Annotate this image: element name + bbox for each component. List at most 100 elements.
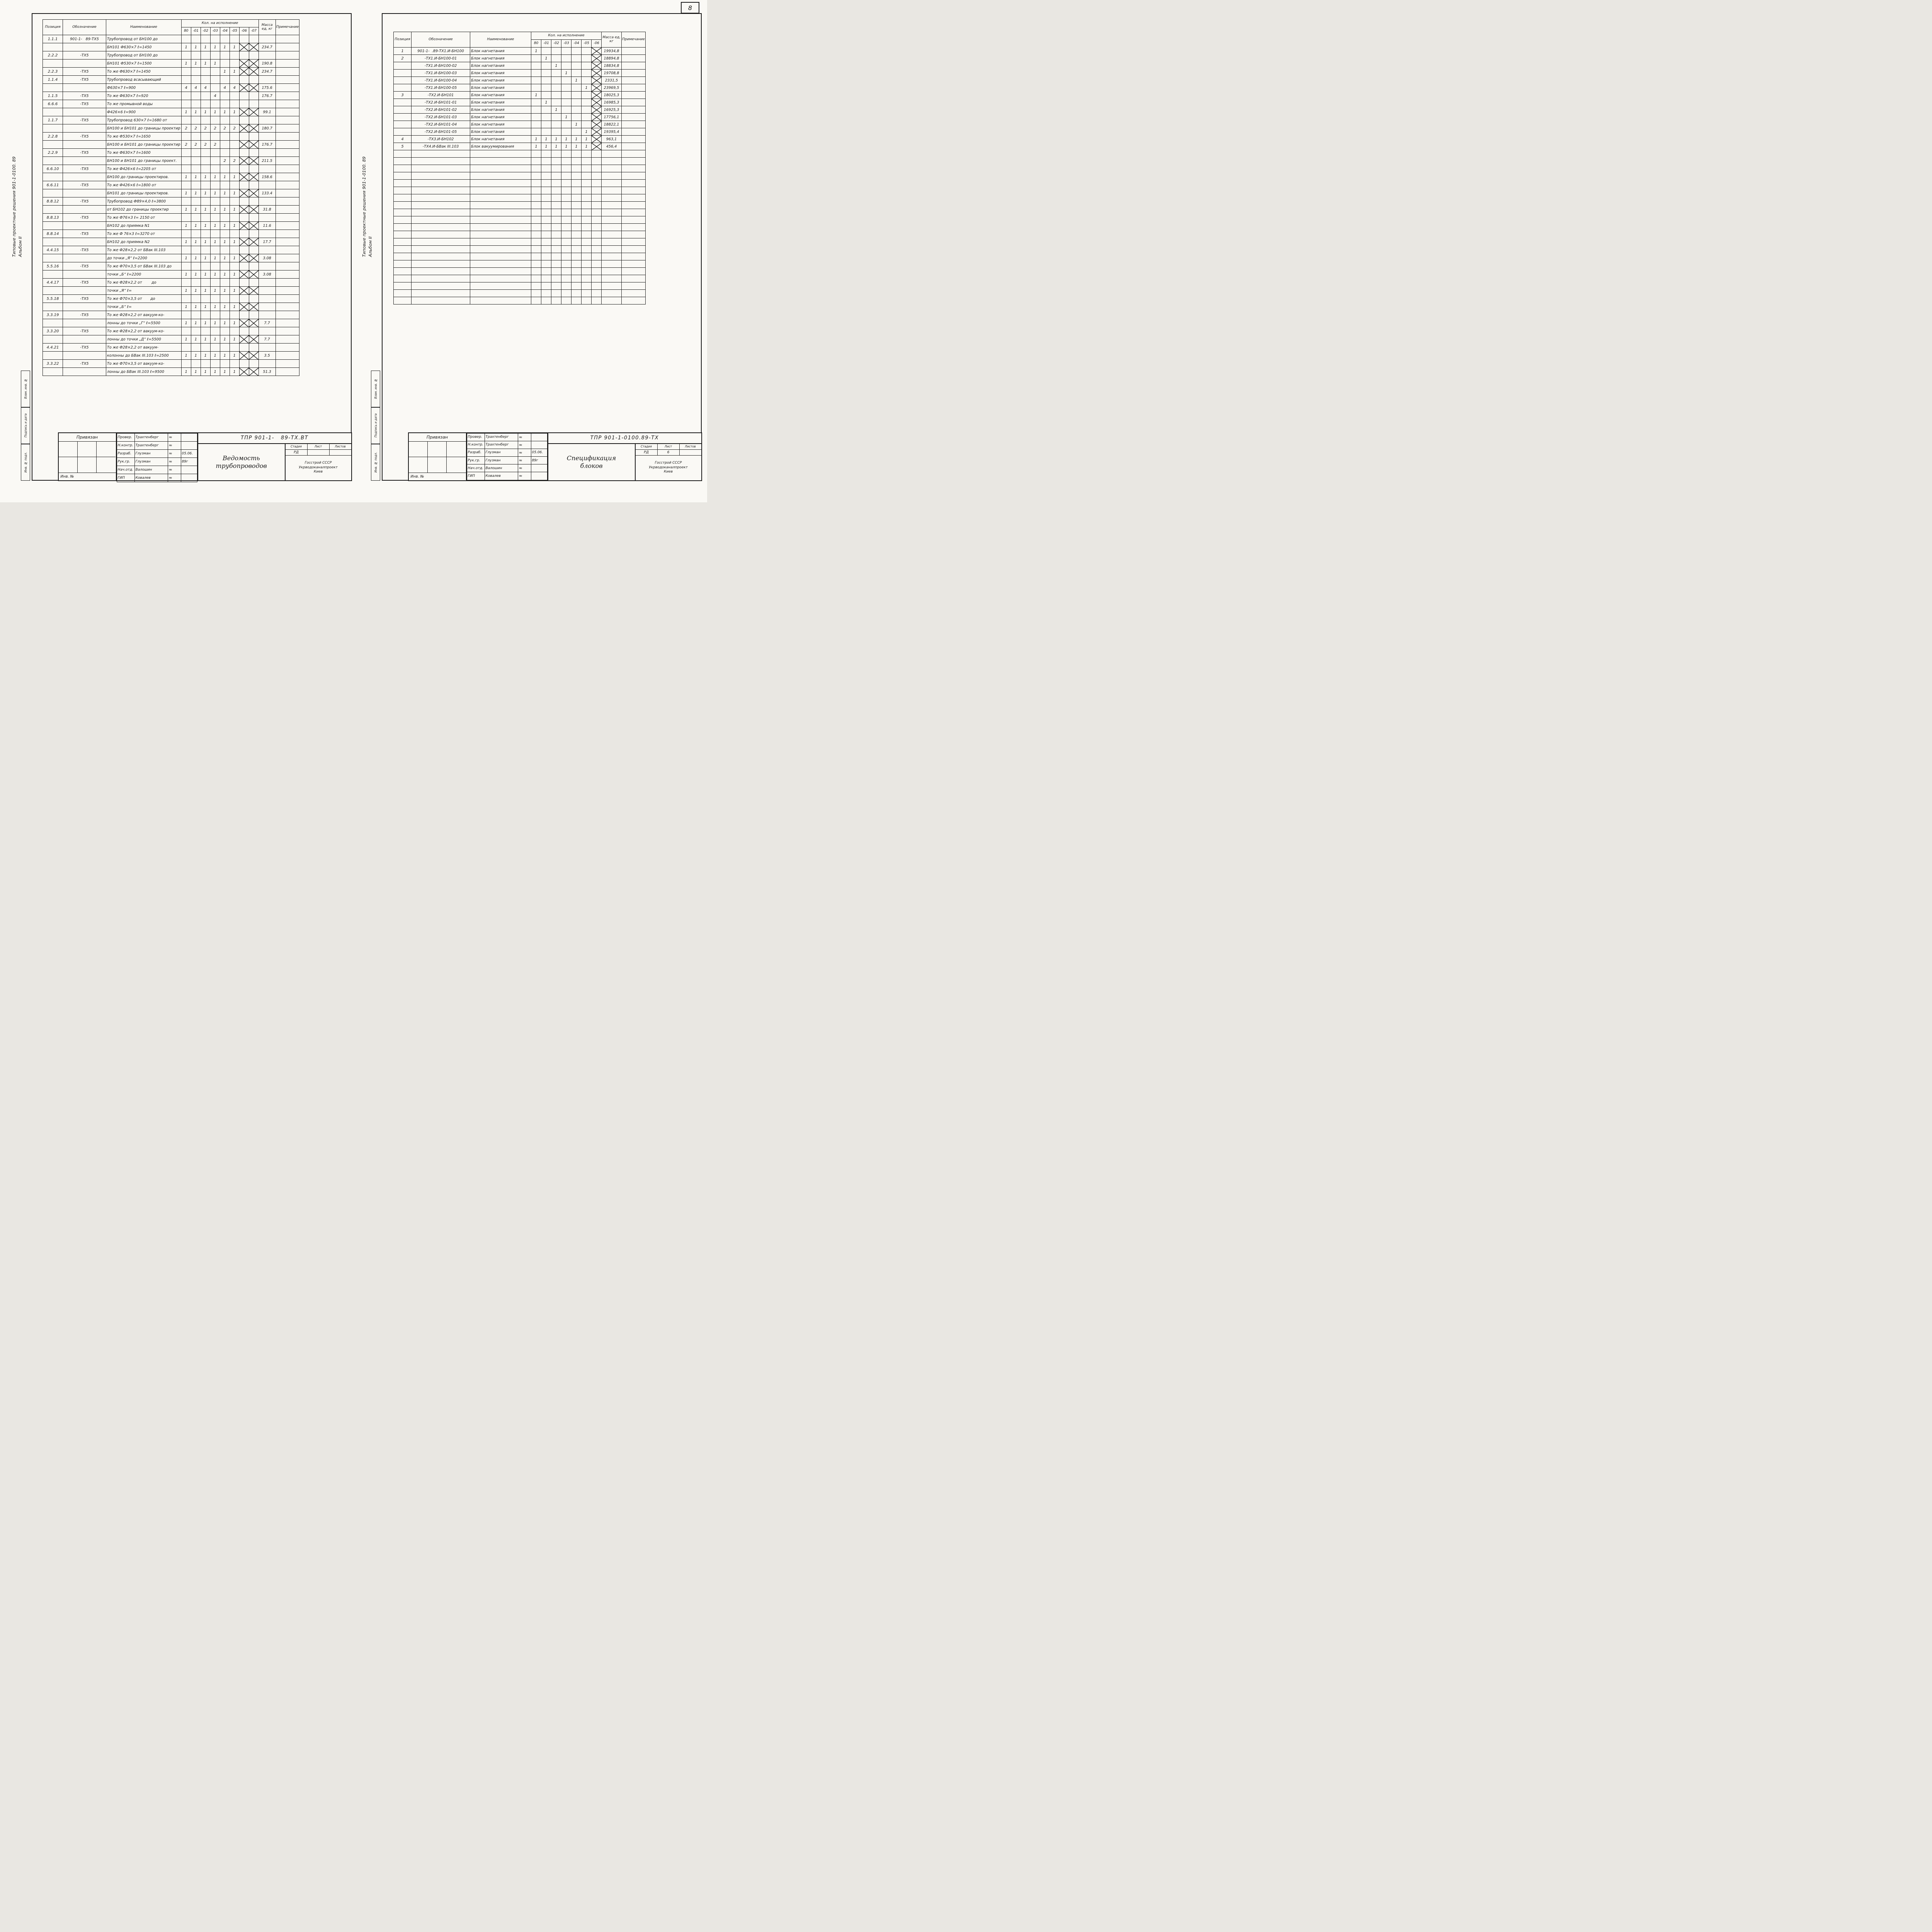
stamp-role-cell: Нач.отд.: [116, 465, 135, 474]
qty-cell: 1: [181, 319, 191, 327]
qty-cell: [531, 194, 541, 202]
designation-cell: [63, 140, 106, 149]
stamp-role-cell: Нач.отд.: [466, 464, 485, 473]
qty-cell: 1: [181, 238, 191, 246]
table-row: 2.2.2 -ТХ5 Трубопровод от БН100 до: [43, 51, 300, 60]
name-cell: Блок нагнетания: [470, 77, 531, 84]
position-cell: [43, 319, 63, 327]
qty-cell: 1: [229, 270, 240, 279]
position-cell: [393, 223, 412, 231]
position-cell: [393, 157, 412, 165]
crossed-qty-cell: [591, 106, 602, 114]
mass-cell: 158.6: [258, 173, 276, 181]
qty-cell: [551, 267, 561, 275]
note-cell: [621, 172, 646, 180]
crossed-qty-cell: [239, 59, 249, 68]
name-cell: То же Ф76×3 ℓ= 2150 от: [106, 213, 182, 222]
crossed-qty-cell: [248, 108, 259, 116]
stamp-date-cell: [180, 433, 197, 442]
table-row: до точки „Я“ ℓ=2200 1 1 1 1 1 1 3.08: [43, 254, 300, 262]
qty-cell: [531, 267, 541, 275]
name-cell: [470, 172, 531, 180]
position-cell: 3.3.22: [43, 359, 63, 368]
mass-cell: [258, 165, 276, 173]
qty-cell: 1: [200, 335, 211, 344]
qty-cell: 1: [571, 121, 582, 128]
crossed-qty-cell: [239, 319, 249, 327]
qty-cell: [561, 260, 571, 268]
qty-cell: [210, 181, 220, 189]
position-cell: 4.4.21: [43, 343, 63, 352]
crossed-qty-cell: [591, 69, 602, 77]
qty-cell: 1: [181, 173, 191, 181]
qty-cell: [219, 100, 230, 108]
qty-cell: 1: [190, 43, 201, 51]
note-cell: [621, 47, 646, 55]
note-cell: [621, 289, 646, 297]
note-cell: [621, 260, 646, 268]
table-row: Ф630×7 ℓ=900 4 4 4 4 4 175.6: [43, 83, 300, 92]
designation-cell: [63, 238, 106, 246]
qty-cell: 1: [561, 143, 571, 150]
qty-cell: [181, 230, 191, 238]
qty-cell: [200, 51, 211, 60]
name-cell: [470, 238, 531, 246]
table-row-empty: [393, 194, 646, 202]
qty-cell: [571, 216, 582, 224]
qty-cell: [531, 121, 541, 128]
mass-cell: [258, 100, 276, 108]
designation-cell: [63, 335, 106, 344]
inventory-number-label: Инв. №: [58, 472, 116, 480]
mass-cell: 18025,3: [601, 91, 622, 99]
qty-cell: [190, 165, 201, 173]
qty-cell: [541, 172, 551, 180]
mass-cell: 3.08: [258, 254, 276, 262]
mass-cell: 19708,8: [601, 69, 622, 77]
qty-column-header: -04: [219, 27, 230, 35]
qty-cell: [561, 99, 571, 106]
qty-cell: [541, 209, 551, 216]
qty-cell: [561, 150, 571, 158]
table-row: БН102 до приямка N1 1 1 1 1 1 1 11.6: [43, 221, 300, 230]
position-cell: 6.6.11: [43, 181, 63, 189]
qty-cell: [551, 253, 561, 260]
note-cell: [621, 84, 646, 92]
qty-cell: [581, 187, 592, 194]
qty-cell: [200, 116, 211, 124]
document-code: ТПР 901-1- 89-ТХ.ВТ: [198, 433, 351, 444]
document-title-line: блоков: [580, 462, 603, 469]
qty-cell: 1: [181, 189, 191, 197]
qty-cell: [248, 100, 259, 108]
name-cell: до точки „Я“ ℓ=2200: [106, 254, 182, 262]
stamp-name-cell: Ковалев: [484, 472, 518, 480]
stamp-signature-row: Нач.отд. Валошин: [466, 464, 548, 473]
mass-cell: [601, 253, 622, 260]
position-cell: 4.4.17: [43, 278, 63, 287]
vzam-inv-label: Взам. инв. №: [24, 379, 27, 399]
qty-cell: 1: [200, 367, 211, 376]
table-row: 5 -ТХ4.И-БВак III.103 Блок вакуумирования 1…: [393, 143, 646, 150]
signature-table: Провер.ТрахтенбергН.контр.ТрахтенбергРаз…: [466, 433, 548, 480]
qty-cell: [190, 246, 201, 254]
qty-cell: [581, 297, 592, 304]
position-cell: 2.2.8: [43, 132, 63, 141]
note-cell: [621, 106, 646, 114]
mass-cell: [601, 297, 622, 304]
qty-cell: 2: [210, 140, 220, 149]
qty-cell: 1: [210, 108, 220, 116]
qty-cell: 4: [210, 92, 220, 100]
qty-cell: [219, 278, 230, 287]
qty-cell: [591, 245, 602, 253]
qty-cell: [591, 223, 602, 231]
stamp-signature-row: ГИП Ковалев: [116, 473, 197, 482]
qty-cell: [181, 213, 191, 222]
table-row-empty: [393, 297, 646, 304]
qty-cell: [190, 100, 201, 108]
name-cell: [470, 245, 531, 253]
name-cell: Блок нагнетания: [470, 106, 531, 114]
mass-cell: 16985,3: [601, 99, 622, 106]
mass-cell: [258, 75, 276, 84]
mass-cell: [601, 245, 622, 253]
qty-cell: [181, 92, 191, 100]
note-cell: [621, 231, 646, 238]
